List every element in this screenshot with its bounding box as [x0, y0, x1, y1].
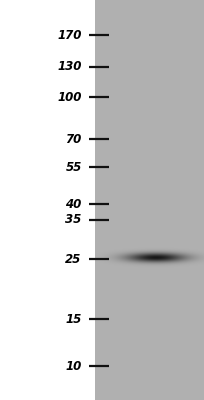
Text: 170: 170	[57, 29, 82, 42]
Text: 40: 40	[65, 198, 82, 211]
Text: 70: 70	[65, 132, 82, 146]
Text: 15: 15	[65, 312, 82, 326]
Text: 10: 10	[65, 360, 82, 373]
Text: 100: 100	[57, 91, 82, 104]
Text: 35: 35	[65, 214, 82, 226]
FancyBboxPatch shape	[95, 0, 204, 400]
Text: 55: 55	[65, 161, 82, 174]
Text: 130: 130	[57, 60, 82, 73]
Text: 25: 25	[65, 253, 82, 266]
